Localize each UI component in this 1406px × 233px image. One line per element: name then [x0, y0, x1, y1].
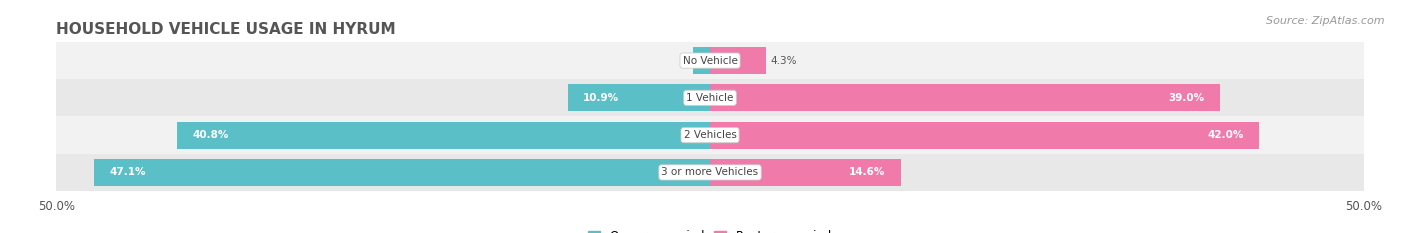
Bar	[693, 47, 710, 74]
Bar	[710, 47, 766, 74]
Text: No Vehicle: No Vehicle	[682, 56, 738, 65]
Bar	[710, 159, 901, 186]
Text: HOUSEHOLD VEHICLE USAGE IN HYRUM: HOUSEHOLD VEHICLE USAGE IN HYRUM	[56, 22, 396, 37]
Bar	[56, 79, 1364, 116]
Bar	[568, 84, 710, 111]
Legend: Owner-occupied, Renter-occupied: Owner-occupied, Renter-occupied	[583, 225, 837, 233]
Text: 47.1%: 47.1%	[110, 168, 146, 177]
Text: 42.0%: 42.0%	[1208, 130, 1243, 140]
Text: 3 or more Vehicles: 3 or more Vehicles	[661, 168, 759, 177]
Bar	[56, 154, 1364, 191]
Text: 10.9%: 10.9%	[583, 93, 619, 103]
Text: 2 Vehicles: 2 Vehicles	[683, 130, 737, 140]
Bar	[710, 122, 1260, 149]
Bar	[56, 116, 1364, 154]
Bar	[710, 84, 1220, 111]
Bar	[94, 159, 710, 186]
Text: 39.0%: 39.0%	[1168, 93, 1205, 103]
Text: 4.3%: 4.3%	[770, 56, 797, 65]
Text: 40.8%: 40.8%	[193, 130, 229, 140]
Text: 1.3%: 1.3%	[697, 56, 724, 65]
Text: Source: ZipAtlas.com: Source: ZipAtlas.com	[1267, 16, 1385, 26]
Bar	[56, 42, 1364, 79]
Text: 1 Vehicle: 1 Vehicle	[686, 93, 734, 103]
Text: 14.6%: 14.6%	[849, 168, 886, 177]
Bar	[177, 122, 710, 149]
